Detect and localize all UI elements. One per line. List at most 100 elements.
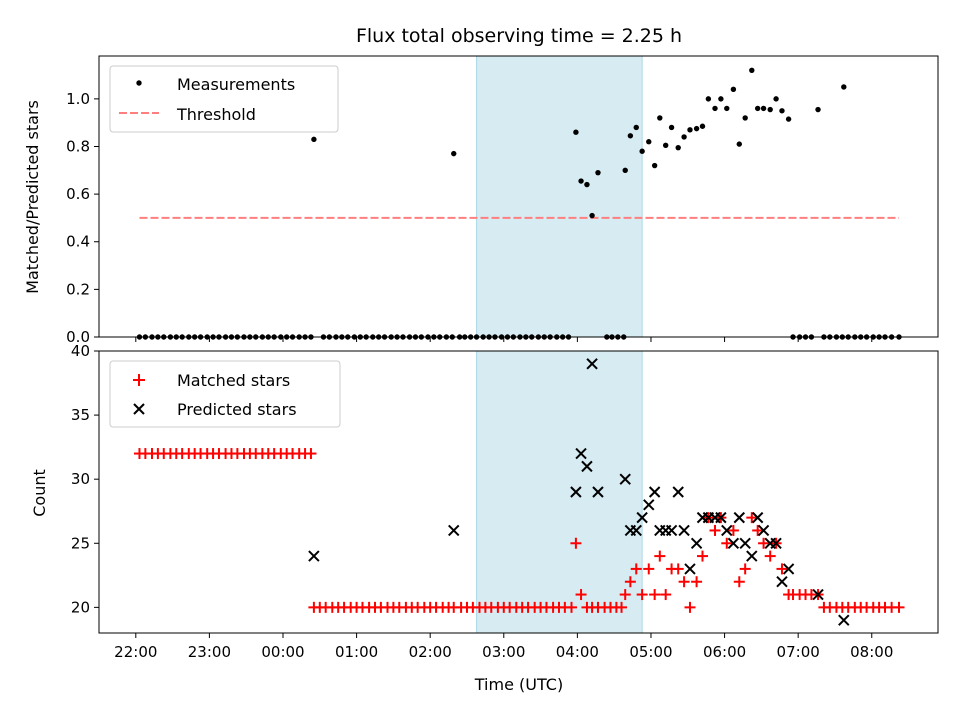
x-tick-label: 07:00 <box>777 643 820 661</box>
bottom-shaded-region <box>476 350 643 634</box>
measurements-layer <box>136 67 902 340</box>
predicted-star-marker <box>684 563 696 575</box>
measurement-point <box>724 105 730 112</box>
bottom-y-tick-label: 20 <box>71 598 90 616</box>
matched-star-marker <box>305 448 317 460</box>
measurement-point <box>754 105 761 112</box>
matched-star-marker <box>624 576 636 588</box>
predicted-star-marker <box>727 537 740 549</box>
measurement-point <box>584 181 590 188</box>
predicted-star-marker <box>586 358 598 370</box>
measurement-point <box>773 96 779 102</box>
matched-star-marker <box>570 537 582 549</box>
top-y-axis-label: Matched/Predicted stars <box>23 100 42 294</box>
measurement-point <box>627 133 634 139</box>
measurement-point <box>742 115 748 121</box>
measurement-point <box>779 108 785 114</box>
bottom-y-tick-label: 40 <box>71 342 90 360</box>
x-tick-label: 04:00 <box>556 643 599 661</box>
legend-matched-label: Matched stars <box>177 371 290 390</box>
top-legend: Measurements Threshold <box>109 65 339 133</box>
matched-star-marker <box>696 550 708 562</box>
matched-star-marker <box>758 537 770 549</box>
x-tick-label: 00:00 <box>261 643 304 661</box>
measurement-point <box>760 105 767 112</box>
measurement-point <box>693 125 700 132</box>
matched-star-marker <box>709 524 721 536</box>
top-y-ticks: 0.0 0.2 0.4 0.6 0.8 1.0 <box>66 90 99 346</box>
top-x-ticks <box>135 337 873 342</box>
matched-star-marker <box>691 576 703 588</box>
measurement-point <box>736 141 742 147</box>
legend-predicted-label: Predicted stars <box>177 400 297 419</box>
measurement-point <box>841 84 847 90</box>
matched-star-marker <box>616 601 628 613</box>
bottom-y-axis-label: Count <box>30 469 49 517</box>
legend-measurements-label: Measurements <box>177 75 295 94</box>
matched-star-marker <box>746 512 758 524</box>
measurement-point <box>662 142 669 149</box>
x-tick-label: 02:00 <box>409 643 452 661</box>
bottom-legend: Matched stars Predicted stars <box>109 360 341 428</box>
matched-stars-layer <box>133 448 905 613</box>
top-y-tick-label: 0.6 <box>66 185 90 203</box>
x-tick-label: 05:00 <box>629 643 672 661</box>
measurement-point <box>749 67 755 73</box>
measurement-point <box>311 136 317 143</box>
predicted-star-marker <box>812 588 824 601</box>
measurement-point <box>451 150 457 157</box>
x-axis-label: Time (UTC) <box>474 675 563 694</box>
top-y-tick-label: 0.0 <box>66 328 90 346</box>
measurement-point <box>712 105 718 112</box>
matched-star-marker <box>776 563 788 575</box>
matched-star-marker <box>727 524 739 536</box>
predicted-star-marker <box>690 537 703 549</box>
matched-star-marker <box>678 576 690 588</box>
matched-star-marker <box>672 563 684 575</box>
chart-title: Flux total observing time = 2.25 h <box>356 25 682 47</box>
predicted-star-marker <box>746 550 758 562</box>
predicted-star-marker <box>782 563 795 575</box>
x-tick-label: 08:00 <box>850 643 893 661</box>
predicted-star-marker <box>630 524 642 537</box>
measurement-point <box>633 124 639 131</box>
predicted-star-marker <box>721 524 733 537</box>
predicted-star-marker <box>581 460 593 473</box>
predicted-star-marker <box>665 524 678 537</box>
matched-star-marker <box>636 589 648 601</box>
measurement-point <box>675 144 681 151</box>
legend-predicted-marker <box>133 403 145 415</box>
predicted-star-marker <box>770 537 782 549</box>
predicted-star-marker <box>715 511 727 524</box>
bottom-y-ticks: 20 25 30 35 40 <box>71 342 99 616</box>
bottom-panel: 20 25 30 35 40 22:00 23:00 00:00 01:00 02:00 03:0… <box>30 342 939 694</box>
top-y-tick-label: 1.0 <box>66 90 90 108</box>
top-y-tick-label: 0.4 <box>66 233 90 251</box>
top-y-tick-label: 0.8 <box>66 137 90 155</box>
top-axes-frame <box>98 55 939 338</box>
predicted-star-marker <box>570 486 582 498</box>
x-tick-label: 23:00 <box>188 643 231 661</box>
bottom-y-tick-label: 30 <box>71 470 90 488</box>
predicted-star-marker <box>575 447 587 460</box>
predicted-star-marker <box>672 486 684 498</box>
bottom-axes-frame <box>98 350 939 634</box>
measurement-point <box>705 96 712 102</box>
measurement-point <box>718 96 724 102</box>
matched-star-marker <box>739 563 751 575</box>
matched-star-marker <box>660 589 672 601</box>
bottom-x-ticks: 22:00 23:00 00:00 01:00 02:00 03:00 04:00 05:00… <box>114 633 893 661</box>
measurement-point <box>681 134 687 140</box>
matched-star-marker <box>649 589 661 601</box>
measurement-point <box>651 162 658 169</box>
predicted-star-marker <box>308 550 320 562</box>
x-tick-label: 06:00 <box>703 643 746 661</box>
matched-star-marker <box>630 563 642 575</box>
matched-star-marker <box>654 550 666 562</box>
measurement-point <box>578 178 584 184</box>
matched-star-marker <box>565 601 577 613</box>
x-tick-label: 01:00 <box>335 643 378 661</box>
measurement-point <box>657 115 663 121</box>
predicted-star-marker <box>619 473 631 485</box>
